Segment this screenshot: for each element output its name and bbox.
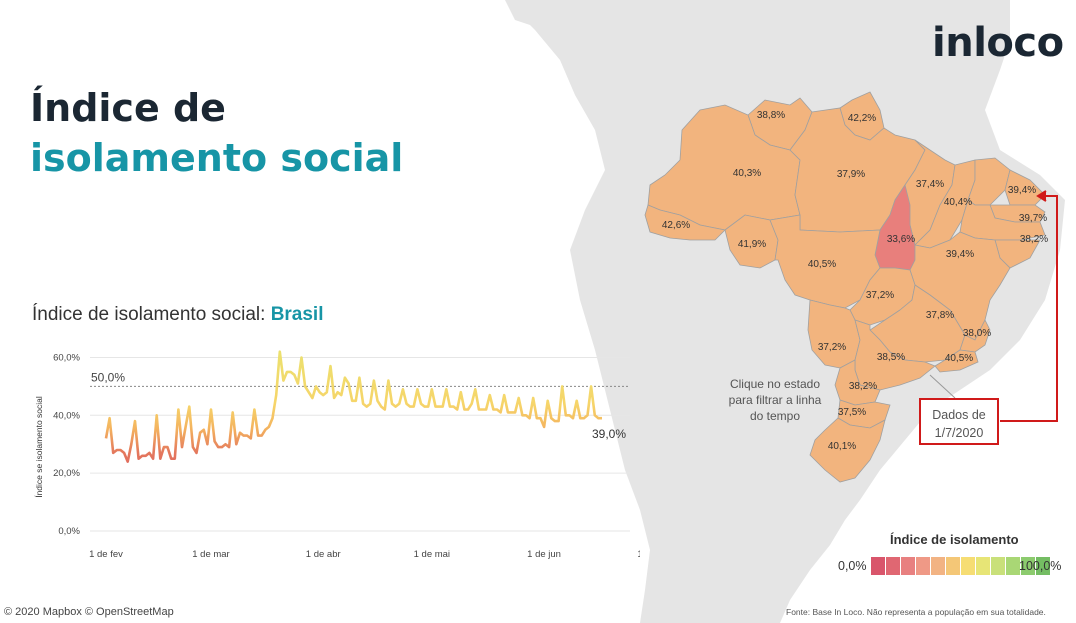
state-label-ma: 37,4% — [916, 179, 944, 190]
state-label-es: 38,0% — [963, 328, 991, 339]
state-label-ap: 42,2% — [848, 113, 876, 124]
state-label-pb: 39,7% — [1019, 213, 1047, 224]
chart-title-prefix: Índice de isolamento social: — [32, 304, 271, 325]
chart-title: Índice de isolamento social: Brasil — [32, 304, 324, 326]
legend-color-scale — [871, 557, 1051, 575]
state-rj[interactable] — [934, 349, 979, 373]
state-label-pr: 38,2% — [849, 381, 877, 392]
brazil-states[interactable] — [644, 91, 1046, 483]
y-tick-label: 60,0% — [53, 352, 80, 363]
map-hint-text: Clique no estado para filtrar a linha do… — [728, 377, 822, 423]
state-pr[interactable] — [834, 359, 881, 406]
state-label-rs: 40,1% — [828, 441, 856, 452]
legend-swatch — [1006, 557, 1020, 575]
legend-swatch — [1021, 557, 1035, 575]
state-label-mt: 40,5% — [808, 259, 836, 270]
last-value-label: 39,0% — [592, 427, 626, 441]
page-title-line1: Índice de — [30, 86, 226, 130]
legend-swatch — [976, 557, 990, 575]
legend-swatch — [961, 557, 975, 575]
legend-swatch — [931, 557, 945, 575]
date-annotation-box: Dados de 1/7/2020 — [919, 398, 999, 445]
legend-title: Índice de isolamento — [890, 532, 1019, 547]
legend-swatch — [886, 557, 900, 575]
chart-title-region[interactable]: Brasil — [270, 304, 324, 325]
reference-line-label: 50,0% — [91, 370, 125, 384]
legend-swatch — [1036, 557, 1050, 575]
state-ac[interactable] — [644, 204, 726, 241]
legend-swatch — [901, 557, 915, 575]
inloco-logo: inloco — [932, 20, 1064, 66]
x-tick-label: 1 de mai — [414, 549, 450, 560]
x-tick-label: 1 de fev — [89, 549, 123, 560]
x-tick-label: 1 de abr — [306, 549, 341, 560]
state-label-sc: 37,5% — [838, 407, 866, 418]
x-tick-label: 1 de mar — [192, 549, 230, 560]
legend-min-label: 0,0% — [838, 559, 867, 573]
x-tick-label: 1 de jun — [527, 549, 561, 560]
state-label-pe: 38,2% — [1020, 234, 1048, 245]
source-note: Fonte: Base In Loco. Não representa a po… — [786, 607, 1046, 617]
annotation-arrow — [1000, 190, 1058, 422]
x-tick-label: 1 de jul — [637, 549, 640, 560]
y-tick-label: 20,0% — [53, 468, 80, 479]
state-label-ce: 40,4% — [944, 197, 972, 208]
state-label-rr: 38,8% — [757, 110, 785, 121]
state-label-am: 40,3% — [733, 168, 761, 179]
state-label-ac: 42,6% — [662, 220, 690, 231]
legend-swatch — [946, 557, 960, 575]
isolation-line-chart[interactable]: 0,0% 20,0% 40,0% 60,0% 1 de fev 1 de mar 1 de… — [30, 335, 640, 575]
y-tick-label: 0,0% — [58, 526, 80, 537]
state-label-ms: 37,2% — [818, 342, 846, 353]
date-label-line2: 1/7/2020 — [934, 426, 984, 440]
state-label-rn: 39,4% — [1008, 185, 1036, 196]
page-title-line2: isolamento social — [30, 136, 404, 180]
annotation-pointer — [929, 374, 956, 399]
y-axis-label: Índice se isolamento social — [34, 396, 44, 498]
state-mt[interactable] — [769, 214, 881, 309]
state-label-mg: 37,8% — [926, 310, 954, 321]
state-label-sp: 38,5% — [877, 352, 905, 363]
state-label-pa: 37,9% — [837, 169, 865, 180]
state-label-rj: 40,5% — [945, 353, 973, 364]
central-america — [505, 0, 545, 25]
state-value-labels: 38,8% 42,2% 40,3% 37,9% 37,4%40,4% 39,4% 39,7%… — [662, 110, 1048, 452]
state-label-go: 37,2% — [866, 290, 894, 301]
state-label-ba: 39,4% — [946, 249, 974, 260]
map-copyright[interactable]: © 2020 Mapbox © OpenStreetMap — [4, 606, 174, 618]
y-tick-label: 40,0% — [53, 410, 80, 421]
state-label-to: 33,6% — [887, 234, 915, 245]
legend-swatch — [991, 557, 1005, 575]
state-label-ro: 41,9% — [738, 239, 766, 250]
legend-swatch — [871, 557, 885, 575]
legend-swatch — [916, 557, 930, 575]
legend-max-label: 100,0% — [1019, 559, 1062, 573]
date-label-line1: Dados de — [932, 408, 986, 422]
series-line-brasil[interactable] — [104, 350, 602, 463]
state-rs[interactable] — [809, 417, 886, 483]
